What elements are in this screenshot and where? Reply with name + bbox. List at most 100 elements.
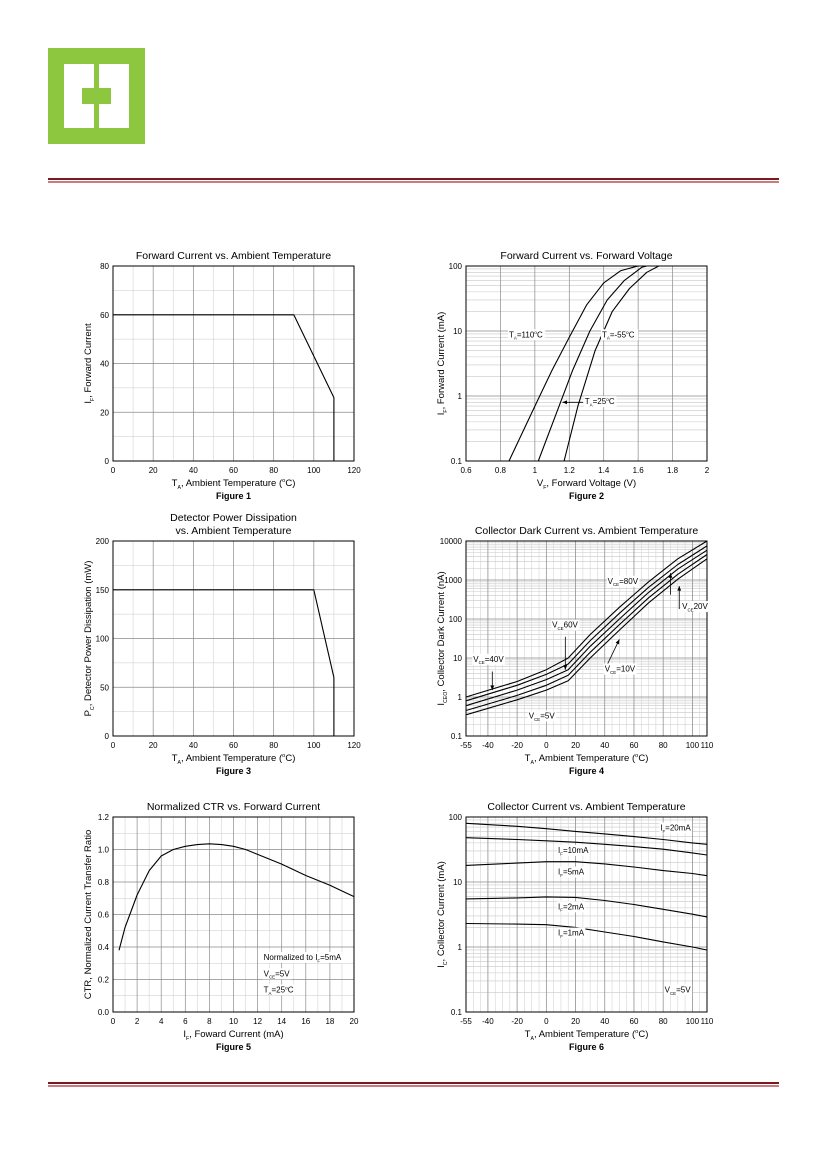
y-axis-label: CTR, Normalized Current Transfer Ratio: [83, 830, 94, 999]
y-tick-label: 100: [449, 615, 463, 624]
y-tick-label: 10: [453, 878, 462, 887]
y-tick-label: 1: [458, 943, 463, 952]
series-annotation: VCE=5V: [529, 712, 556, 722]
x-tick-label: 120: [347, 466, 361, 475]
y-tick-label: 40: [100, 360, 109, 369]
y-tick-label: 0: [105, 732, 110, 741]
x-tick-label: 1: [533, 466, 538, 475]
x-tick-label: 60: [229, 741, 238, 750]
x-tick-label: 4: [159, 1017, 164, 1026]
chart-figure-6: -55 -40 -20 0 20 40 60 80 100 1100.1110100IF=20mA…: [436, 801, 714, 1052]
y-tick-label: 0.1: [451, 457, 463, 466]
x-tick-label: 60: [630, 1017, 639, 1026]
label-backdrop: [557, 844, 590, 856]
series-annotation: IF=2mA: [558, 902, 585, 912]
x-tick-label: 60: [229, 466, 238, 475]
series-line-1: [465, 540, 708, 698]
series-line-1: [465, 822, 708, 845]
x-tick-label: 0: [111, 1017, 116, 1026]
label-backdrop: [659, 822, 693, 834]
chart-title: Forward Current vs. Ambient Temperature: [136, 250, 331, 262]
series-annotation: TA=-55oC: [602, 330, 635, 340]
x-axis-label: IF, Foward Current (mA): [183, 1029, 283, 1042]
annotation-arrowhead: [490, 685, 495, 691]
x-tick-label: 2: [135, 1017, 140, 1026]
label-backdrop: [583, 396, 617, 408]
x-tick-label: 80: [659, 1017, 668, 1026]
series-annotation: IF=10mA: [558, 846, 589, 856]
y-axis-label: IF, Forward Current: [83, 323, 96, 404]
series-line-1: [118, 843, 355, 951]
x-tick-label: 40: [600, 1017, 609, 1026]
x-tick-label: 20: [571, 741, 580, 750]
y-axis-label: IF, Forward Current (mA): [436, 312, 449, 416]
y-tick-label: 100: [96, 635, 110, 644]
annotation-arrowhead: [563, 665, 568, 670]
series-line-5: [465, 558, 708, 716]
x-tick-label: 120: [347, 741, 361, 750]
x-tick-label: 0: [544, 1017, 549, 1026]
y-tick-label: 1: [458, 392, 463, 401]
x-axis-label: TA, Ambient Temperature (oC): [525, 1029, 649, 1042]
x-tick-label: 100: [307, 466, 321, 475]
x-tick-label: -20: [511, 1017, 523, 1026]
y-tick-label: 0.0: [98, 1008, 110, 1017]
series-line-3: [465, 549, 708, 707]
x-tick-label: 8: [207, 1017, 212, 1026]
y-tick-label: 200: [96, 537, 110, 546]
x-tick-label: 0.8: [495, 466, 507, 475]
x-tick-label: 0: [111, 466, 116, 475]
x-axis-label: VF, Forward Voltage (V): [537, 478, 636, 491]
x-tick-label: 60: [630, 741, 639, 750]
x-tick-label: -55: [460, 741, 472, 750]
label-backdrop: [262, 952, 353, 963]
label-backdrop: [557, 927, 586, 939]
x-tick-label: 12: [253, 1017, 262, 1026]
annotation-arrowhead: [677, 586, 682, 591]
y-tick-label: 10: [453, 327, 462, 336]
series-annotation: VCE=5V: [665, 985, 692, 995]
label-backdrop: [681, 601, 710, 613]
x-tick-label: -40: [482, 1017, 494, 1026]
x-tick-label: 2: [705, 466, 710, 475]
header-divider: [48, 178, 779, 183]
x-tick-label: 100: [686, 1017, 700, 1026]
chart-title: vs. Ambient Temperature: [176, 525, 292, 537]
series-annotation: TA=110oC: [509, 330, 543, 340]
plot-frame: [465, 816, 708, 1013]
x-tick-label: 0: [111, 741, 116, 750]
plot-frame: [112, 816, 355, 1013]
y-tick-label: 1: [458, 693, 463, 702]
series-line-2: [465, 545, 708, 702]
label-backdrop: [600, 329, 639, 341]
x-tick-label: 20: [149, 466, 158, 475]
annotation-arrowhead: [562, 400, 568, 405]
chart-title: Collector Dark Current vs. Ambient Tempe…: [475, 525, 698, 537]
y-tick-label: 0.2: [98, 976, 110, 985]
series-annotation: TA=25oC: [585, 397, 615, 407]
series-line-4: [465, 896, 708, 918]
series-line-2: [537, 265, 647, 462]
series-annotation: VCE20V: [682, 602, 708, 612]
series-annotation: VCE=5V: [264, 969, 291, 979]
label-backdrop: [527, 710, 557, 722]
y-tick-label: 20: [100, 408, 109, 417]
figure-caption: Figure 3: [216, 766, 251, 776]
x-tick-label: 20: [350, 1017, 359, 1026]
y-tick-label: 0.6: [98, 911, 110, 920]
label-backdrop: [557, 866, 586, 878]
label-backdrop: [663, 984, 693, 996]
series-annotation: TA=25oC: [264, 986, 294, 996]
x-tick-label: -40: [482, 741, 494, 750]
series-line-3: [465, 861, 708, 877]
y-tick-label: 150: [96, 586, 110, 595]
plot-frame: [112, 265, 355, 462]
y-tick-label: 0: [105, 457, 110, 466]
x-tick-label: 0: [544, 741, 549, 750]
y-tick-label: 10000: [440, 537, 463, 546]
label-backdrop: [606, 575, 640, 587]
label-backdrop: [557, 901, 586, 913]
series-line-5: [465, 922, 708, 951]
y-tick-label: 0.8: [98, 878, 110, 887]
